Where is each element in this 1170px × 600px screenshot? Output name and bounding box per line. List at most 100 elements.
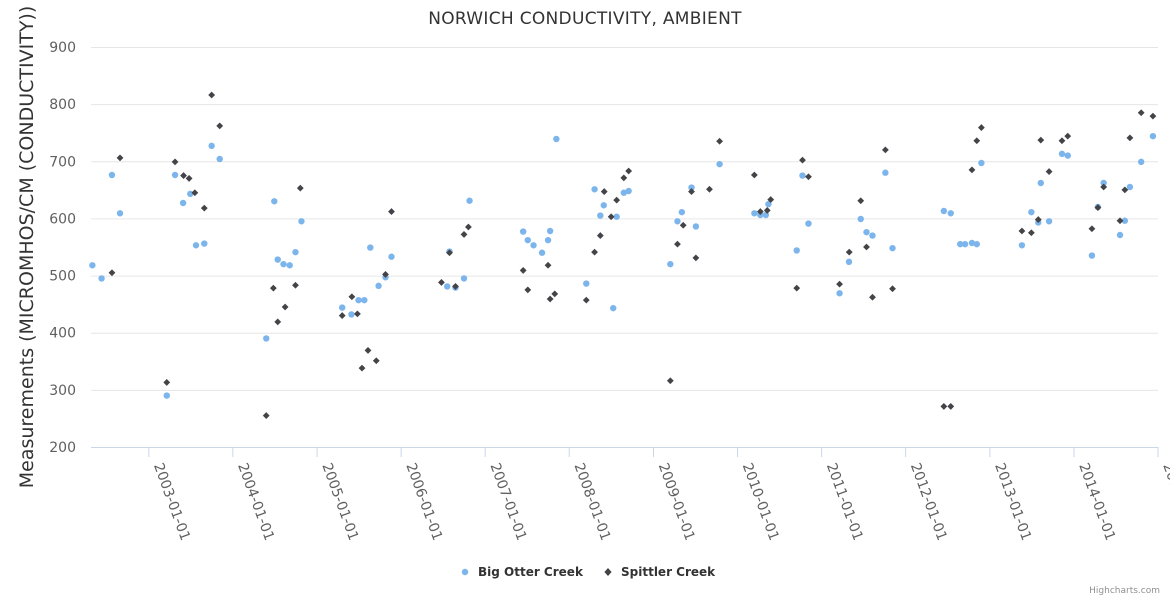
data-point[interactable] (1126, 134, 1134, 142)
data-point[interactable] (978, 159, 985, 167)
data-point[interactable] (625, 167, 633, 175)
data-point[interactable] (452, 283, 459, 290)
data-point[interactable] (108, 269, 116, 277)
data-point[interactable] (666, 377, 674, 385)
data-point[interactable] (348, 311, 355, 318)
data-point[interactable] (1137, 109, 1145, 117)
data-point[interactable] (692, 254, 700, 262)
data-point[interactable] (757, 211, 764, 219)
data-point[interactable] (519, 267, 527, 274)
data-point[interactable] (192, 242, 200, 249)
data-point[interactable] (805, 173, 812, 181)
data-point[interactable] (607, 213, 615, 221)
data-point[interactable] (765, 200, 772, 208)
data-point[interactable] (358, 364, 366, 372)
data-point[interactable] (767, 196, 775, 203)
data-point[interactable] (262, 412, 270, 419)
data-point[interactable] (679, 221, 687, 229)
data-point[interactable] (1149, 112, 1157, 120)
data-point[interactable] (674, 218, 681, 225)
data-point[interactable] (1027, 229, 1035, 237)
data-point[interactable] (947, 210, 954, 217)
data-point[interactable] (857, 197, 865, 205)
data-point[interactable] (763, 207, 771, 214)
data-point[interactable] (756, 208, 764, 215)
data-point[interactable] (274, 256, 281, 263)
data-point[interactable] (940, 403, 948, 410)
data-point[interactable] (889, 244, 896, 252)
data-point[interactable] (367, 244, 374, 251)
data-point[interactable] (179, 199, 187, 207)
data-point[interactable] (1121, 186, 1129, 194)
data-point[interactable] (1121, 217, 1129, 224)
data-point[interactable] (1094, 204, 1102, 211)
data-point[interactable] (296, 184, 304, 192)
data-point[interactable] (613, 196, 621, 204)
data-point[interactable] (869, 293, 876, 301)
data-point[interactable] (1034, 216, 1042, 223)
data-point[interactable] (947, 403, 955, 410)
data-point[interactable] (388, 253, 395, 260)
data-point[interactable] (388, 208, 395, 215)
data-point[interactable] (524, 236, 531, 244)
data-point[interactable] (286, 262, 293, 269)
data-point[interactable] (1058, 137, 1066, 145)
data-point[interactable] (1058, 150, 1066, 158)
data-point[interactable] (674, 240, 681, 248)
data-point[interactable] (591, 248, 598, 256)
data-point[interactable] (1018, 242, 1026, 249)
data-point[interactable] (460, 231, 468, 238)
data-point[interactable] (544, 261, 552, 269)
data-point[interactable] (1018, 227, 1026, 235)
data-point[interactable] (180, 172, 187, 179)
data-point[interactable] (544, 236, 552, 244)
data-point[interactable] (968, 239, 976, 247)
data-point[interactable] (940, 207, 948, 215)
data-point[interactable] (620, 174, 628, 182)
data-point[interactable] (530, 242, 537, 249)
data-point[interactable] (793, 284, 801, 292)
legend-item-big-otter-creek[interactable]: Big Otter Creek (461, 565, 584, 579)
data-point[interactable] (538, 249, 546, 256)
data-point[interactable] (836, 290, 843, 297)
data-point[interactable] (1100, 179, 1107, 187)
data-point[interactable] (977, 124, 985, 131)
data-point[interactable] (625, 187, 632, 195)
data-point[interactable] (968, 166, 976, 174)
highcharts-credit[interactable]: Highcharts.com (1089, 586, 1160, 596)
data-point[interactable] (1088, 225, 1096, 233)
data-point[interactable] (466, 197, 473, 204)
data-point[interactable] (706, 185, 713, 193)
data-point[interactable] (200, 204, 208, 212)
data-point[interactable] (613, 213, 620, 220)
data-point[interactable] (280, 260, 287, 268)
data-point[interactable] (338, 312, 346, 319)
data-point[interactable] (163, 392, 170, 399)
data-point[interactable] (438, 279, 445, 286)
data-point[interactable] (1100, 183, 1108, 191)
data-point[interactable] (882, 169, 889, 176)
legend-item-spittler-creek[interactable]: Spittler Creek (604, 565, 716, 579)
data-point[interactable] (89, 262, 96, 269)
data-point[interactable] (889, 285, 896, 293)
data-point[interactable] (863, 243, 870, 251)
data-point[interactable] (692, 223, 700, 230)
data-point[interactable] (208, 91, 216, 99)
data-point[interactable] (372, 357, 380, 365)
data-point[interactable] (1149, 132, 1157, 140)
data-point[interactable] (620, 189, 628, 196)
data-point[interactable] (292, 281, 299, 289)
data-point[interactable] (1028, 208, 1035, 216)
data-point[interactable] (187, 190, 194, 198)
data-point[interactable] (716, 137, 723, 145)
data-point[interactable] (591, 186, 598, 193)
data-point[interactable] (600, 188, 608, 195)
data-point[interactable] (600, 202, 607, 209)
data-point[interactable] (444, 283, 451, 290)
data-point[interactable] (464, 223, 472, 231)
data-point[interactable] (271, 198, 278, 205)
data-point[interactable] (364, 347, 372, 354)
data-point[interactable] (446, 249, 453, 257)
data-point[interactable] (1088, 252, 1096, 259)
data-point[interactable] (1137, 158, 1145, 166)
